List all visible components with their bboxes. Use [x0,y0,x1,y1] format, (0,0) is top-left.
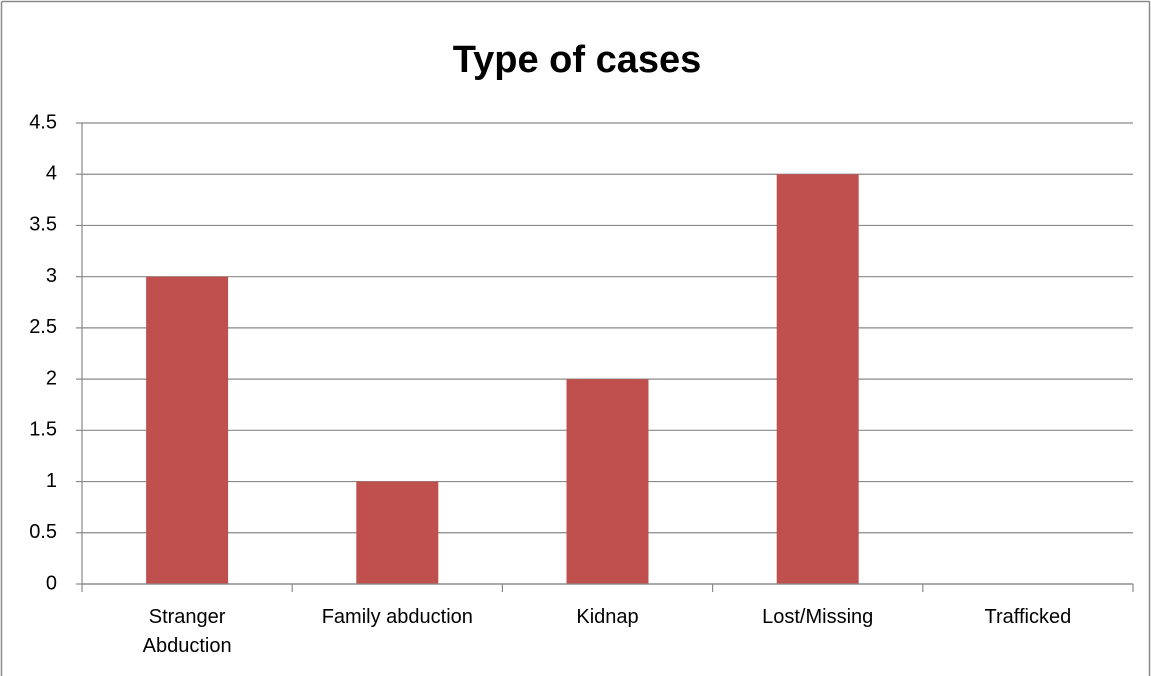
bar [146,276,229,584]
y-tick-label: 4 [46,163,57,185]
bar [776,174,859,584]
y-tick-label: 3.5 [29,214,57,236]
x-tick-label: Family abduction [321,606,473,628]
y-tick-label: 1.5 [29,419,57,441]
y-tick-label: 1 [46,470,57,492]
x-tick-label: Lost/Missing [762,606,874,628]
y-tick-label: 4.5 [29,111,57,133]
y-tick-label: 0 [46,572,57,594]
chart-title: Type of cases [453,39,702,81]
bar [356,481,439,584]
bar [566,379,649,584]
x-tick-label: Trafficked [984,606,1072,628]
y-tick-label: 2 [46,367,57,389]
y-tick-label: 0.5 [29,521,57,543]
y-tick-label: 3 [46,265,57,287]
x-tick-label: Stranger Abduction [142,606,232,657]
x-tick-label: Kidnap [576,606,639,628]
y-tick-label: 2.5 [29,316,57,338]
